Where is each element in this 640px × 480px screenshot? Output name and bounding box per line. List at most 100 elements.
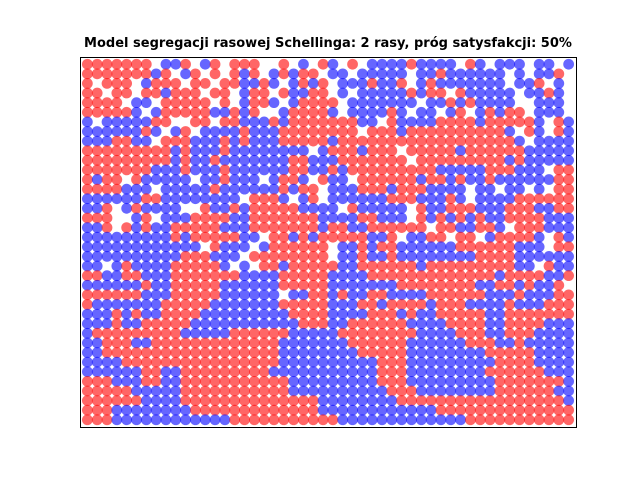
blue-agent-point	[288, 87, 299, 99]
red-agent-point	[131, 174, 142, 185]
blue-agent-point	[425, 337, 437, 349]
blue-agent-point	[357, 289, 368, 301]
red-agent-point	[190, 68, 201, 80]
red-agent-point	[209, 385, 221, 397]
red-agent-point	[91, 97, 103, 109]
red-agent-point	[81, 375, 93, 387]
blue-agent-point	[239, 202, 250, 214]
red-agent-point	[415, 164, 427, 176]
red-agent-point	[494, 145, 506, 157]
red-agent-point	[396, 356, 408, 368]
red-agent-point	[376, 241, 388, 253]
blue-agent-point	[445, 58, 457, 70]
red-agent-point	[229, 347, 241, 358]
blue-agent-point	[435, 193, 447, 205]
blue-agent-point	[406, 318, 417, 330]
blue-agent-point	[258, 279, 270, 291]
blue-agent-point	[494, 202, 506, 214]
blue-agent-point	[533, 174, 545, 185]
red-agent-point	[317, 270, 329, 282]
red-agent-point	[199, 78, 211, 89]
blue-agent-point	[533, 327, 545, 339]
red-agent-point	[131, 154, 142, 166]
blue-agent-point	[514, 279, 525, 291]
red-agent-point	[425, 126, 437, 137]
blue-agent-point	[484, 327, 496, 339]
red-agent-point	[484, 154, 496, 166]
red-agent-point	[219, 395, 231, 406]
blue-agent-point	[170, 193, 182, 205]
blue-agent-point	[111, 231, 123, 243]
red-agent-point	[435, 308, 447, 320]
red-agent-point	[474, 154, 486, 166]
blue-agent-point	[229, 183, 241, 195]
blue-agent-point	[357, 193, 368, 205]
blue-agent-point	[239, 231, 250, 243]
blue-agent-point	[543, 106, 555, 118]
red-agent-point	[327, 231, 339, 243]
red-agent-point	[91, 87, 103, 99]
red-agent-point	[121, 58, 133, 70]
red-agent-point	[81, 212, 93, 224]
red-agent-point	[327, 164, 339, 176]
red-agent-point	[435, 126, 447, 137]
red-agent-point	[229, 385, 241, 397]
blue-agent-point	[219, 222, 231, 233]
red-agent-point	[514, 337, 525, 349]
red-agent-point	[180, 395, 191, 406]
red-agent-point	[131, 289, 142, 301]
blue-agent-point	[494, 87, 506, 99]
blue-agent-point	[484, 231, 496, 243]
red-agent-point	[307, 68, 319, 80]
red-agent-point	[81, 289, 93, 301]
blue-agent-point	[386, 87, 398, 99]
blue-agent-point	[425, 116, 437, 128]
blue-agent-point	[376, 414, 388, 426]
red-agent-point	[357, 318, 368, 330]
red-agent-point	[435, 299, 447, 310]
blue-agent-point	[543, 58, 555, 70]
red-agent-point	[219, 347, 231, 358]
blue-agent-point	[494, 106, 506, 118]
blue-agent-point	[248, 145, 260, 157]
blue-agent-point	[425, 356, 437, 368]
red-agent-point	[180, 145, 191, 157]
red-agent-point	[425, 289, 437, 301]
blue-agent-point	[347, 279, 358, 291]
blue-agent-point	[327, 395, 339, 406]
red-agent-point	[170, 356, 182, 368]
blue-agent-point	[81, 222, 93, 233]
red-agent-point	[553, 126, 565, 137]
red-agent-point	[563, 164, 575, 176]
blue-agent-point	[91, 260, 103, 272]
blue-agent-point	[514, 241, 525, 253]
blue-agent-point	[288, 327, 299, 339]
red-agent-point	[229, 327, 241, 339]
red-agent-point	[465, 135, 476, 147]
blue-agent-point	[415, 260, 427, 272]
red-agent-point	[121, 78, 133, 89]
red-agent-point	[406, 299, 417, 310]
blue-agent-point	[229, 299, 241, 310]
blue-agent-point	[180, 231, 191, 243]
red-agent-point	[386, 241, 398, 253]
red-agent-point	[366, 212, 378, 224]
red-agent-point	[199, 97, 211, 109]
red-agent-point	[307, 116, 319, 128]
red-agent-point	[288, 126, 299, 137]
red-agent-point	[376, 135, 388, 147]
blue-agent-point	[239, 289, 250, 301]
red-agent-point	[111, 164, 123, 176]
blue-agent-point	[494, 212, 506, 224]
red-agent-point	[396, 174, 408, 185]
red-agent-point	[190, 375, 201, 387]
red-agent-point	[268, 327, 280, 339]
blue-agent-point	[180, 193, 191, 205]
blue-agent-point	[337, 212, 349, 224]
blue-agent-point	[425, 327, 437, 339]
red-agent-point	[543, 299, 555, 310]
blue-agent-point	[523, 260, 535, 272]
red-agent-point	[357, 337, 368, 349]
red-agent-point	[219, 231, 231, 243]
red-agent-point	[317, 174, 329, 185]
